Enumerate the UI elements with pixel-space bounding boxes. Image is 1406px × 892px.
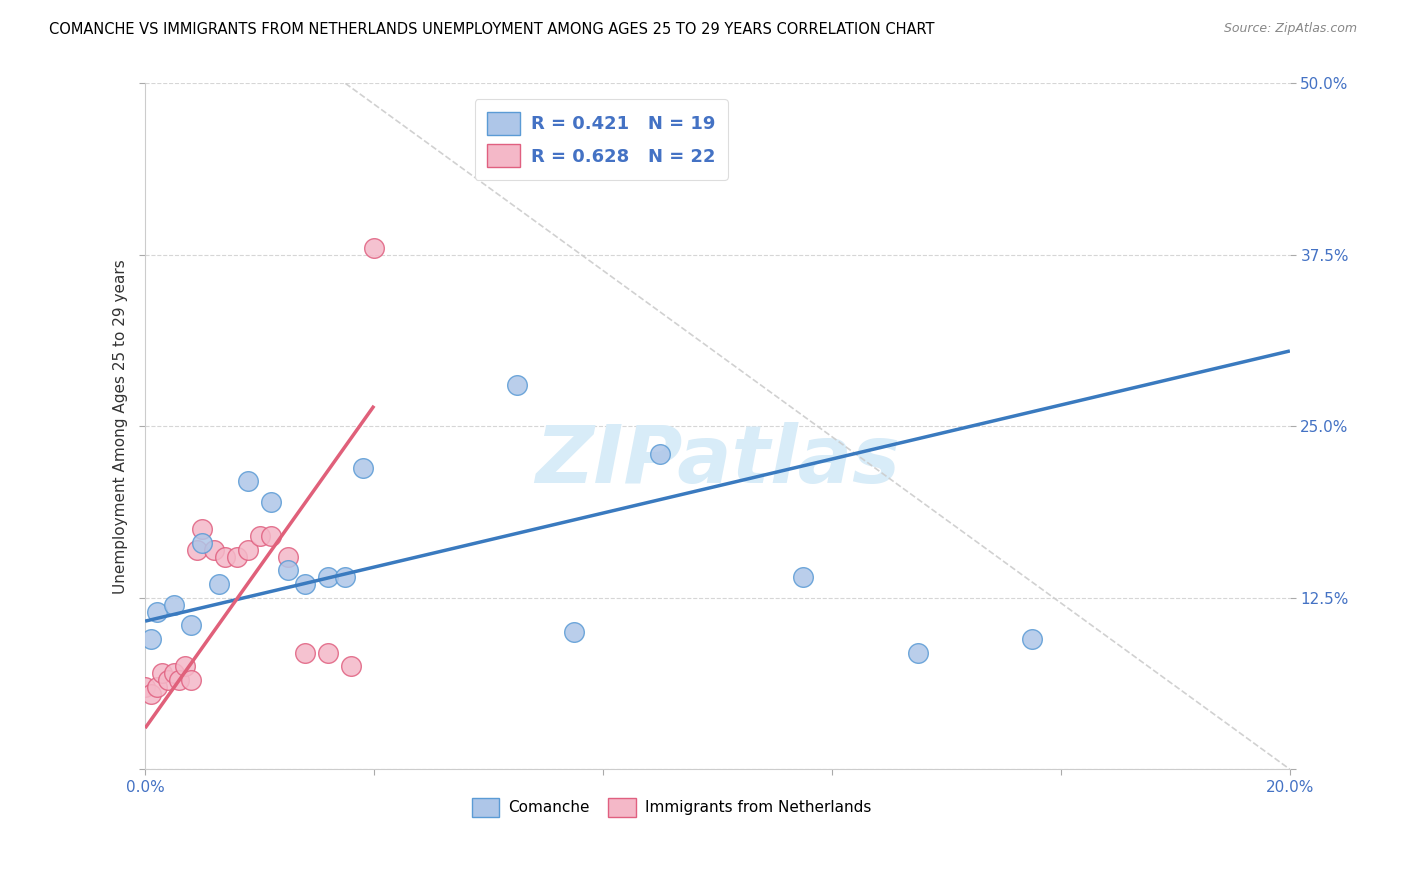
Point: [340, 659, 363, 673]
Y-axis label: Unemployment Among Ages 25 to 29 years: Unemployment Among Ages 25 to 29 years: [114, 259, 128, 594]
Point: [174, 659, 197, 673]
Point: [163, 666, 186, 681]
Text: COMANCHE VS IMMIGRANTS FROM NETHERLANDS UNEMPLOYMENT AMONG AGES 25 TO 29 YEARS C: COMANCHE VS IMMIGRANTS FROM NETHERLANDS …: [49, 22, 935, 37]
Point: [249, 529, 271, 543]
Text: Source: ZipAtlas.com: Source: ZipAtlas.com: [1223, 22, 1357, 36]
Point: [236, 542, 259, 557]
Point: [208, 577, 231, 591]
Point: [650, 447, 672, 461]
Point: [139, 687, 162, 701]
Point: [202, 542, 225, 557]
Point: [792, 570, 814, 584]
Point: [506, 378, 529, 392]
Point: [236, 475, 259, 489]
Point: [169, 673, 191, 687]
Point: [180, 673, 202, 687]
Point: [1021, 632, 1043, 646]
Point: [294, 646, 316, 660]
Point: [163, 598, 186, 612]
Point: [907, 646, 929, 660]
Point: [150, 666, 173, 681]
Point: [564, 625, 586, 640]
Point: [180, 618, 202, 632]
Text: ZIPatlas: ZIPatlas: [536, 422, 900, 500]
Point: [260, 495, 283, 509]
Point: [294, 577, 316, 591]
Point: [156, 673, 179, 687]
Point: [139, 632, 162, 646]
Legend: Comanche, Immigrants from Netherlands: Comanche, Immigrants from Netherlands: [465, 791, 877, 823]
Point: [191, 536, 214, 550]
Point: [352, 460, 374, 475]
Point: [277, 563, 299, 577]
Point: [260, 529, 283, 543]
Point: [186, 542, 208, 557]
Point: [316, 570, 339, 584]
Point: [363, 241, 385, 255]
Point: [316, 646, 339, 660]
Point: [214, 549, 236, 564]
Point: [277, 549, 299, 564]
Point: [191, 522, 214, 536]
Point: [225, 549, 247, 564]
Point: [134, 680, 156, 694]
Point: [335, 570, 357, 584]
Point: [145, 680, 167, 694]
Point: [145, 605, 167, 619]
